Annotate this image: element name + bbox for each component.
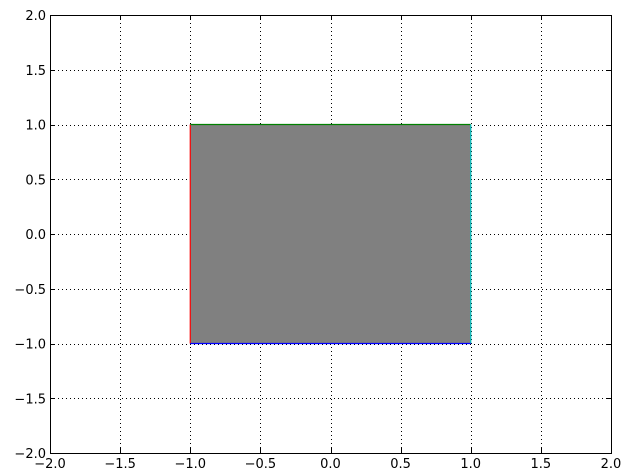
x-tick-label: 0.5 <box>390 457 411 472</box>
fill-layer <box>190 124 471 344</box>
y-tick-label: −1.0 <box>14 338 46 353</box>
y-tick-label: −0.5 <box>14 283 46 298</box>
label-layer: −2.0 −1.5 −1.0 −0.5 0.0 0.5 1.0 1.5 2.0 −2.0 −1.5 −… <box>14 9 621 472</box>
y-tick-label: −2.0 <box>14 447 46 462</box>
tick-layer <box>50 15 612 454</box>
y-tick-label: 1.0 <box>25 119 46 134</box>
x-tick-label: 2.0 <box>601 457 622 472</box>
y-tick-label: −1.5 <box>14 392 46 407</box>
filled-square <box>190 124 471 344</box>
x-tick-label: −1.0 <box>174 457 206 472</box>
x-tick-label: 0.0 <box>320 457 341 472</box>
edge-layer <box>189 123 472 345</box>
y-tick-label: 0.5 <box>25 173 46 188</box>
y-tick-label: 0.0 <box>25 228 46 243</box>
y-tick-label: 1.5 <box>25 64 46 79</box>
x-tick-label: 1.0 <box>460 457 481 472</box>
y-tick-label: 2.0 <box>25 9 46 24</box>
x-tick-label: −1.5 <box>104 457 136 472</box>
x-tick-label: 1.5 <box>531 457 552 472</box>
x-tick-label: −0.5 <box>245 457 277 472</box>
x-tick-label: −2.0 <box>34 457 66 472</box>
